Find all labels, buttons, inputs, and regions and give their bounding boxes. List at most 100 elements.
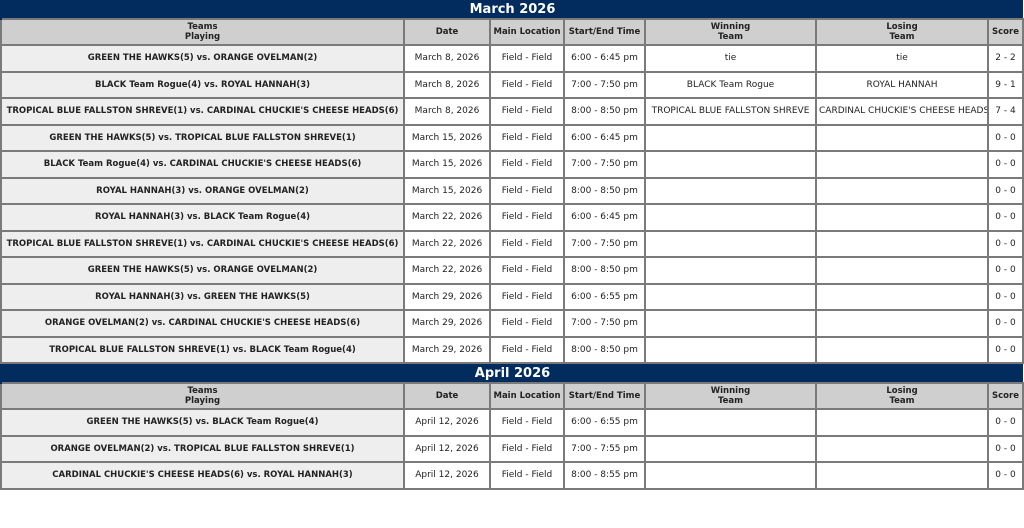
game-score: 0 - 0 [986, 408, 1024, 437]
losing-team [815, 123, 989, 152]
game-score: 0 - 0 [986, 461, 1024, 490]
game-row: ORANGE OVELMAN(2) vs. CARDINAL CHUCKIE'S… [0, 309, 1024, 338]
winning-team [644, 150, 817, 179]
game-time: 8:00 - 8:50 pm [563, 256, 646, 285]
losing-team [815, 229, 989, 258]
schedule-table: March 2026 Teams Playing Date Main Locati… [0, 0, 1024, 490]
game-location: Field - Field [489, 335, 565, 364]
column-header-row: Teams Playing Date Main Location Start/En… [0, 18, 1024, 46]
game-time: 6:00 - 6:55 pm [563, 282, 646, 311]
teams-playing: GREEN THE HAWKS(5) vs. ORANGE OVELMAN(2) [0, 256, 405, 285]
game-row: ORANGE OVELMAN(2) vs. TROPICAL BLUE FALL… [0, 434, 1024, 463]
game-date: March 15, 2026 [403, 123, 491, 152]
header-score: Score [986, 382, 1024, 410]
teams-playing: BLACK Team Rogue(4) vs. CARDINAL CHUCKIE… [0, 150, 405, 179]
winning-team [644, 203, 817, 232]
game-score: 0 - 0 [986, 203, 1024, 232]
game-date: March 22, 2026 [403, 256, 491, 285]
game-location: Field - Field [489, 309, 565, 338]
winning-team: TROPICAL BLUE FALLSTON SHREVE [644, 97, 817, 126]
teams-playing: TROPICAL BLUE FALLSTON SHREVE(1) vs. CAR… [0, 229, 405, 258]
game-date: March 29, 2026 [403, 335, 491, 364]
teams-playing: ORANGE OVELMAN(2) vs. CARDINAL CHUCKIE'S… [0, 309, 405, 338]
game-score: 0 - 0 [986, 335, 1024, 364]
header-teams: Teams Playing [0, 382, 405, 410]
game-location: Field - Field [489, 408, 565, 437]
teams-playing: ROYAL HANNAH(3) vs. GREEN THE HAWKS(5) [0, 282, 405, 311]
winning-team [644, 229, 817, 258]
month-title: April 2026 [0, 363, 1024, 383]
losing-team: CARDINAL CHUCKIE'S CHEESE HEADS [815, 97, 989, 126]
game-row: TROPICAL BLUE FALLSTON SHREVE(1) vs. BLA… [0, 335, 1024, 364]
game-score: 2 - 2 [986, 44, 1024, 73]
game-location: Field - Field [489, 176, 565, 205]
game-location: Field - Field [489, 203, 565, 232]
header-date: Date [403, 382, 491, 410]
game-time: 8:00 - 8:50 pm [563, 176, 646, 205]
game-date: March 8, 2026 [403, 70, 491, 99]
winning-team [644, 176, 817, 205]
game-score: 0 - 0 [986, 123, 1024, 152]
header-location: Main Location [489, 382, 565, 410]
game-score: 0 - 0 [986, 256, 1024, 285]
game-row: ROYAL HANNAH(3) vs. ORANGE OVELMAN(2) Ma… [0, 176, 1024, 205]
game-score: 0 - 0 [986, 434, 1024, 463]
game-score: 0 - 0 [986, 282, 1024, 311]
game-time: 8:00 - 8:55 pm [563, 461, 646, 490]
losing-team: tie [815, 44, 989, 73]
game-location: Field - Field [489, 256, 565, 285]
game-time: 7:00 - 7:50 pm [563, 309, 646, 338]
game-score: 0 - 0 [986, 150, 1024, 179]
winning-team [644, 282, 817, 311]
game-location: Field - Field [489, 44, 565, 73]
game-row: BLACK Team Rogue(4) vs. CARDINAL CHUCKIE… [0, 150, 1024, 179]
game-date: March 22, 2026 [403, 203, 491, 232]
header-location: Main Location [489, 18, 565, 46]
teams-playing: TROPICAL BLUE FALLSTON SHREVE(1) vs. BLA… [0, 335, 405, 364]
header-teams: Teams Playing [0, 18, 405, 46]
teams-playing: TROPICAL BLUE FALLSTON SHREVE(1) vs. CAR… [0, 97, 405, 126]
header-winning: Winning Team [644, 382, 817, 410]
teams-playing: GREEN THE HAWKS(5) vs. BLACK Team Rogue(… [0, 408, 405, 437]
game-score: 7 - 4 [986, 97, 1024, 126]
game-date: April 12, 2026 [403, 461, 491, 490]
header-score: Score [986, 18, 1024, 46]
losing-team [815, 309, 989, 338]
winning-team [644, 309, 817, 338]
game-location: Field - Field [489, 229, 565, 258]
header-winning: Winning Team [644, 18, 817, 46]
month-header: March 2026 [0, 0, 1024, 19]
losing-team [815, 408, 989, 437]
header-losing: Losing Team [815, 18, 989, 46]
winning-team: BLACK Team Rogue [644, 70, 817, 99]
game-row: BLACK Team Rogue(4) vs. ROYAL HANNAH(3) … [0, 70, 1024, 99]
game-time: 7:00 - 7:50 pm [563, 150, 646, 179]
game-score: 0 - 0 [986, 229, 1024, 258]
game-time: 8:00 - 8:50 pm [563, 335, 646, 364]
game-location: Field - Field [489, 434, 565, 463]
month-title: March 2026 [0, 0, 1024, 19]
game-time: 7:00 - 7:55 pm [563, 434, 646, 463]
teams-playing: GREEN THE HAWKS(5) vs. TROPICAL BLUE FAL… [0, 123, 405, 152]
game-location: Field - Field [489, 70, 565, 99]
game-location: Field - Field [489, 282, 565, 311]
month-header: April 2026 [0, 363, 1024, 383]
losing-team [815, 203, 989, 232]
game-time: 7:00 - 7:50 pm [563, 70, 646, 99]
game-date: April 12, 2026 [403, 434, 491, 463]
winning-team [644, 408, 817, 437]
game-date: March 22, 2026 [403, 229, 491, 258]
losing-team [815, 461, 989, 490]
losing-team [815, 150, 989, 179]
teams-playing: ORANGE OVELMAN(2) vs. TROPICAL BLUE FALL… [0, 434, 405, 463]
header-time: Start/End Time [563, 382, 646, 410]
winning-team [644, 123, 817, 152]
game-date: March 29, 2026 [403, 309, 491, 338]
game-location: Field - Field [489, 123, 565, 152]
game-row: TROPICAL BLUE FALLSTON SHREVE(1) vs. CAR… [0, 97, 1024, 126]
winning-team [644, 461, 817, 490]
winning-team [644, 335, 817, 364]
game-row: TROPICAL BLUE FALLSTON SHREVE(1) vs. CAR… [0, 229, 1024, 258]
teams-playing: BLACK Team Rogue(4) vs. ROYAL HANNAH(3) [0, 70, 405, 99]
game-row: GREEN THE HAWKS(5) vs. ORANGE OVELMAN(2)… [0, 256, 1024, 285]
